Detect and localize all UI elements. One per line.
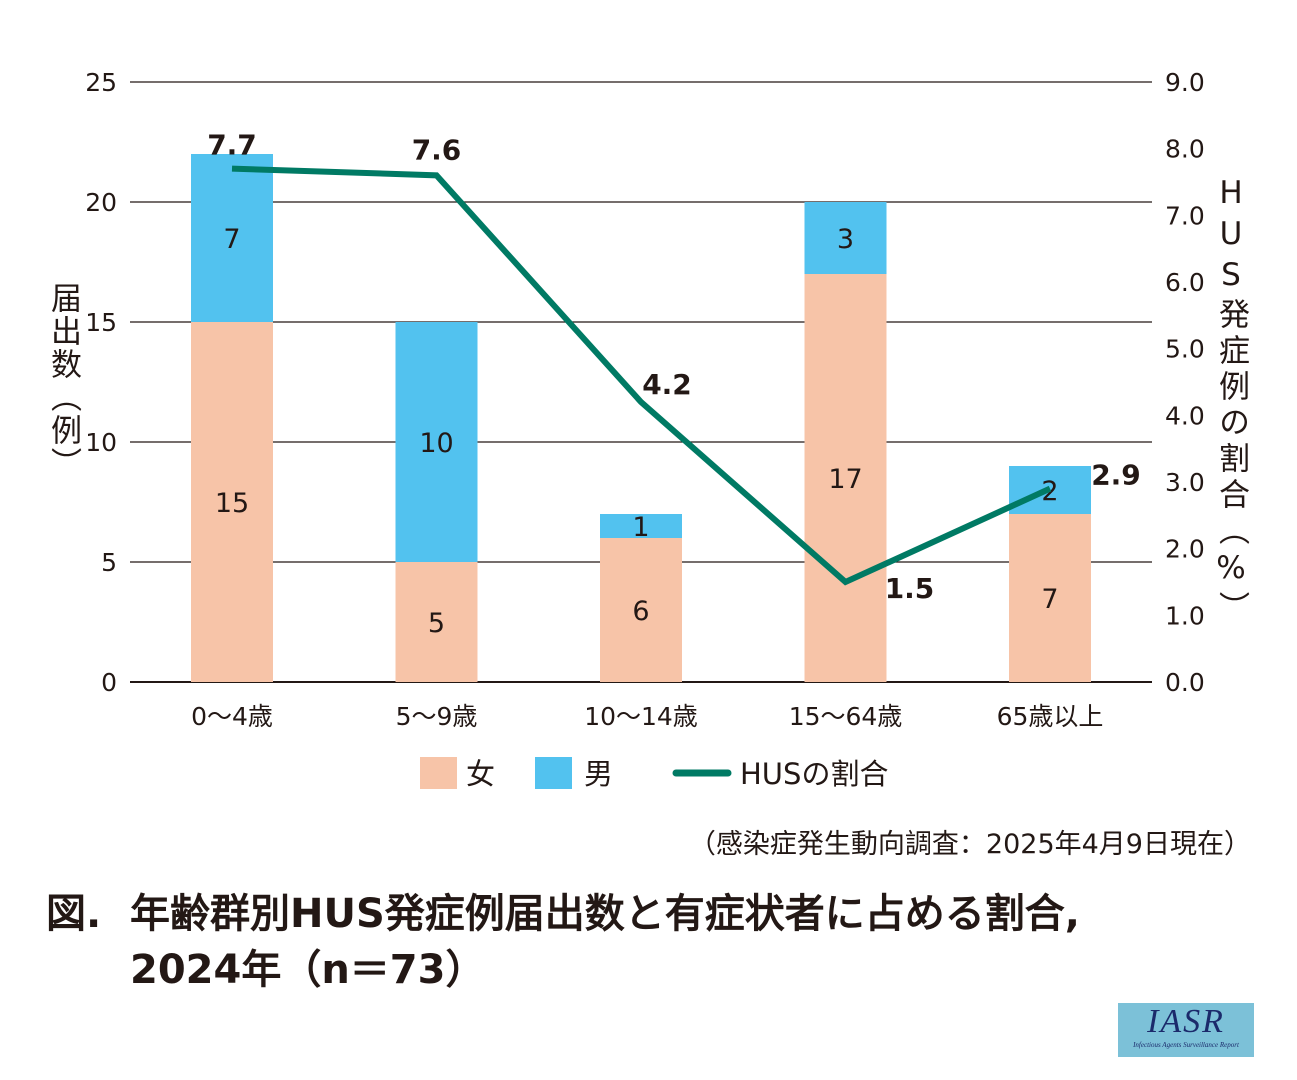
y2-tick-label: 7.0 (1165, 201, 1205, 230)
legend-swatch-male (535, 757, 572, 789)
bar-female-label: 17 (828, 464, 862, 495)
y2-tick-label: 0.0 (1165, 668, 1205, 697)
y-axis-title: 届出数（例） (45, 282, 81, 480)
y2-tick-label: 9.0 (1165, 68, 1205, 97)
iasr-logo: IASR Infectious Agents Surveillance Repo… (1118, 1003, 1254, 1057)
title-line2: 2024年（n＝73） (130, 947, 486, 993)
bar-male-label: 3 (837, 224, 854, 255)
title-line1: 年齢群別HUS発症例届出数と有症状者に占める割合, (130, 891, 1080, 937)
y-tick-label: 5 (101, 548, 117, 577)
bar-female (191, 322, 273, 682)
figure-title: 図. 年齢群別HUS発症例届出数と有症状者に占める割合, 2024年（n＝73） (46, 886, 1080, 998)
legend-swatch-female (420, 757, 457, 789)
y-tick-label: 25 (85, 68, 117, 97)
y2-tick-label: 5.0 (1165, 335, 1205, 364)
y-tick-label: 0 (101, 668, 117, 697)
y2-tick-label: 2.0 (1165, 535, 1205, 564)
y-tick-label: 10 (85, 428, 117, 457)
bar-female (804, 274, 887, 682)
bar-male-label: 10 (419, 428, 453, 459)
x-tick-label: 0〜4歳 (191, 702, 273, 731)
y2-tick-label: 4.0 (1165, 401, 1205, 430)
source-note: （感染症発生動向調査：2025年4月9日現在） (688, 829, 1251, 860)
line-data-label: 1.5 (885, 572, 935, 605)
x-tick-label: 65歳以上 (997, 702, 1104, 731)
bar-female-label: 6 (632, 596, 649, 627)
bar-male (395, 322, 478, 562)
bar-male (804, 202, 887, 274)
line-hus-ratio (231, 165, 1052, 586)
y2-axis-title: HUS発症例の割合（%） (1213, 175, 1249, 627)
legend-label-hus: HUSの割合 (740, 757, 888, 791)
y2-tick-label: 6.0 (1165, 268, 1205, 297)
bar-female (395, 562, 478, 682)
y-tick-label: 20 (85, 188, 117, 217)
bar-female (1009, 514, 1091, 682)
bar-male (600, 514, 682, 538)
bar-female-label: 5 (428, 608, 445, 639)
x-tick-label: 10〜14歳 (584, 702, 698, 731)
figure-number: 図. (46, 891, 102, 937)
y2-tick-label: 8.0 (1165, 135, 1205, 164)
x-tick-label: 15〜64歳 (789, 702, 903, 731)
legend-label-male: 男 (584, 757, 613, 791)
bar-male-label: 1 (632, 512, 649, 543)
chart: 05101520250.01.02.03.04.05.06.07.08.09.0… (85, 68, 1205, 791)
line-data-label: 4.2 (642, 368, 692, 401)
bar-female-label: 7 (1041, 584, 1058, 615)
y2-tick-label: 3.0 (1165, 468, 1205, 497)
line-data-label: 7.6 (412, 133, 462, 166)
line-data-label: 2.9 (1091, 459, 1141, 492)
bar-male (191, 154, 273, 322)
bar-male-label: 7 (223, 224, 240, 255)
bar-female (600, 538, 682, 682)
line-data-label: 7.7 (207, 129, 257, 162)
x-tick-label: 5〜9歳 (396, 702, 478, 731)
y2-tick-label: 1.0 (1165, 601, 1205, 630)
legend-label-female: 女 (466, 757, 495, 791)
y-tick-label: 15 (85, 308, 117, 337)
bar-female-label: 15 (215, 488, 249, 519)
